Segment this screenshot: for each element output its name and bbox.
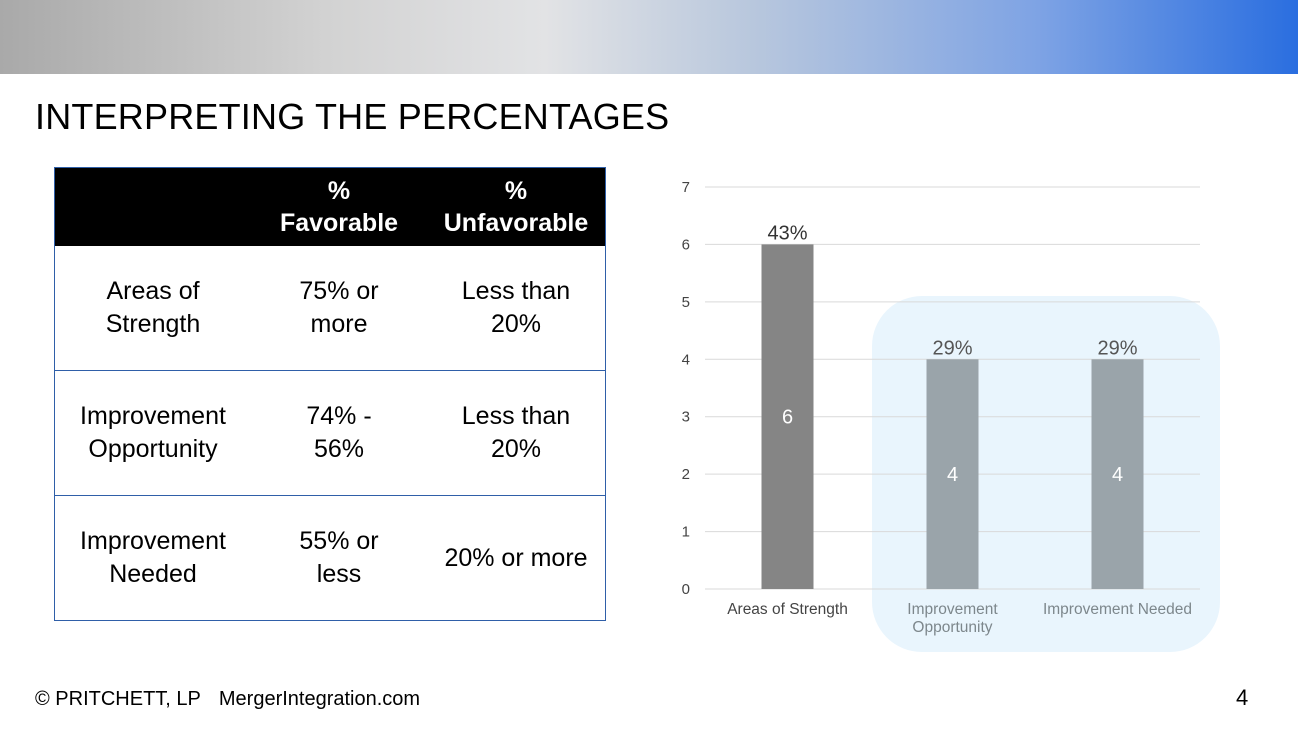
header-cell-favorable: % Favorable	[251, 167, 427, 246]
unfavorable-line: 20% or more	[444, 543, 588, 572]
x-category-label: Areas of Strength	[727, 601, 848, 618]
y-tick-label: 2	[682, 466, 690, 483]
unfavorable-line: 20%	[490, 310, 542, 338]
row-label: Improvement Needed	[54, 495, 251, 621]
table-row: Improvement Needed 55% or less 20% or more	[54, 495, 606, 621]
unfavorable-line: Less than	[461, 277, 571, 305]
bar-chart: 0 1 2 3 4 5 6 7 6 43% Areas of Strength 4 29% Improve…	[682, 179, 1220, 652]
unfavorable-line: Less than	[461, 402, 571, 430]
bar-value-label: 4	[947, 464, 958, 486]
header-unfavorable-label: Unfavorable	[443, 209, 589, 237]
y-tick-label: 5	[682, 294, 690, 311]
y-tick-label: 7	[682, 179, 690, 196]
row-label-line: Needed	[109, 560, 197, 588]
table-row: Areas of Strength 75% or more Less than 20%	[54, 246, 606, 371]
y-tick-label: 6	[682, 236, 690, 253]
bar-value-label: 4	[1112, 464, 1123, 486]
header-unfavorable-symbol: %	[504, 177, 528, 205]
row-label-line: Improvement	[80, 527, 226, 555]
row-label-line: Improvement	[80, 402, 226, 430]
footer: © PRITCHETT, LP MergerIntegration.com	[35, 688, 420, 711]
bar	[1091, 359, 1144, 589]
x-category-label: Improvement	[907, 601, 998, 618]
row-label: Improvement Opportunity	[54, 370, 251, 496]
favorable-line: 56%	[313, 435, 365, 463]
x-category-label: Opportunity	[912, 619, 992, 636]
favorable-line: more	[310, 310, 368, 338]
row-label-line: Strength	[105, 310, 201, 338]
y-tick-label: 3	[682, 409, 690, 426]
site-link-text: MergerIntegration.com	[218, 688, 421, 710]
header-favorable-symbol: %	[327, 177, 351, 205]
interpretation-table: % Favorable % Unfavorable Areas of Streng…	[54, 167, 606, 621]
bar-value-label: 6	[782, 407, 793, 429]
unfavorable-cell: 20% or more	[427, 495, 606, 621]
header-cell-unfavorable: % Unfavorable	[427, 167, 606, 246]
table-header-row: % Favorable % Unfavorable	[54, 167, 606, 246]
favorable-cell: 75% or more	[251, 246, 427, 371]
header-favorable-label: Favorable	[279, 209, 399, 237]
bar-percent-label: 29%	[1097, 337, 1137, 359]
y-tick-label: 1	[682, 524, 690, 541]
favorable-cell: 55% or less	[251, 495, 427, 621]
header-gradient-bar	[0, 0, 1298, 74]
row-label-line: Opportunity	[88, 435, 218, 463]
favorable-cell: 74% - 56%	[251, 370, 427, 496]
x-category-label: Improvement Needed	[1043, 601, 1192, 618]
unfavorable-cell: Less than 20%	[427, 246, 606, 371]
header-cell-blank	[54, 167, 251, 246]
page-title: INTERPRETING THE PERCENTAGES	[35, 96, 670, 137]
table-row: Improvement Opportunity 74% - 56% Less tha…	[54, 370, 606, 496]
row-label-line: Areas of	[106, 277, 200, 305]
unfavorable-cell: Less than 20%	[427, 370, 606, 496]
unfavorable-line: 20%	[490, 435, 542, 463]
favorable-line: 75% or	[299, 277, 379, 305]
copyright-text: © PRITCHETT, LP	[35, 688, 201, 710]
y-tick-label: 4	[682, 351, 690, 368]
favorable-line: 74% -	[306, 402, 372, 430]
row-label: Areas of Strength	[54, 246, 251, 371]
bar-percent-label: 29%	[932, 337, 972, 359]
favorable-line: 55% or	[299, 527, 379, 555]
page-number: 4	[1236, 685, 1249, 710]
bar	[926, 359, 979, 589]
y-tick-label: 0	[682, 581, 690, 598]
favorable-line: less	[316, 560, 362, 588]
bar-percent-label: 43%	[767, 222, 807, 244]
bar	[761, 244, 814, 589]
